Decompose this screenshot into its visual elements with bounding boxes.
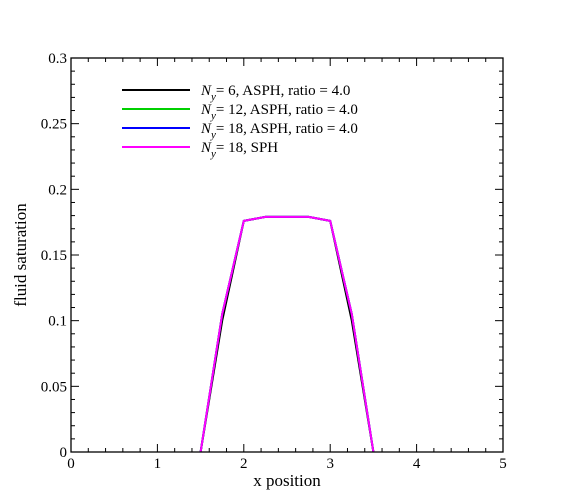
- y-tick-label: 0.05: [41, 379, 67, 395]
- legend-label-2: Ny= 12, ASPH, ratio = 4.0: [200, 102, 358, 122]
- axis-layer: 0 1 2 3 4 5 0 0.05 0.1 0.15 0.2 0.25 0.3: [41, 51, 507, 472]
- y-tick-label: 0.2: [48, 182, 67, 198]
- legend-label-1: Ny= 6, ASPH, ratio = 4.0: [200, 83, 350, 103]
- legend-label-4: Ny= 18, SPH: [200, 140, 278, 160]
- series-line-4: [199, 215, 375, 453]
- legend-text: = 12, ASPH, ratio = 4.0: [216, 102, 358, 118]
- legend-symbol: N: [200, 140, 212, 156]
- y-tick-label: 0.25: [41, 117, 67, 133]
- y-tick-label: 0.15: [41, 248, 67, 264]
- plot-layer: [199, 215, 375, 453]
- legend-subscript: y: [210, 129, 216, 141]
- y-tick-label: 0.1: [48, 314, 67, 330]
- series-line-3: [199, 215, 375, 453]
- x-tick-label: 5: [499, 456, 507, 472]
- legend-subscript: y: [210, 91, 216, 103]
- legend-text: = 18, ASPH, ratio = 4.0: [216, 121, 358, 137]
- legend-label-3: Ny= 18, ASPH, ratio = 4.0: [200, 121, 358, 141]
- y-tick-label: 0.3: [48, 51, 67, 67]
- x-tick-label: 3: [326, 456, 334, 472]
- series-line-2: [199, 215, 375, 453]
- y-tick-label: 0: [60, 445, 68, 461]
- x-tick-label: 2: [240, 456, 248, 472]
- legend-text: = 18, SPH: [216, 140, 278, 156]
- legend-text: = 6, ASPH, ratio = 4.0: [216, 83, 350, 99]
- y-axis-title: fluid saturation: [11, 203, 30, 307]
- x-tick-label: 1: [154, 456, 162, 472]
- legend-subscript: y: [210, 148, 216, 160]
- legend: Ny= 6, ASPH, ratio = 4.0Ny= 12, ASPH, ra…: [122, 83, 358, 160]
- series-line-1: [199, 215, 375, 453]
- x-tick-label: 4: [413, 456, 421, 472]
- x-axis-title: x position: [253, 471, 321, 490]
- legend-subscript: y: [210, 110, 216, 122]
- legend-symbol: N: [200, 83, 212, 99]
- legend-symbol: N: [200, 102, 212, 118]
- legend-symbol: N: [200, 121, 212, 137]
- x-tick-label: 0: [67, 456, 75, 472]
